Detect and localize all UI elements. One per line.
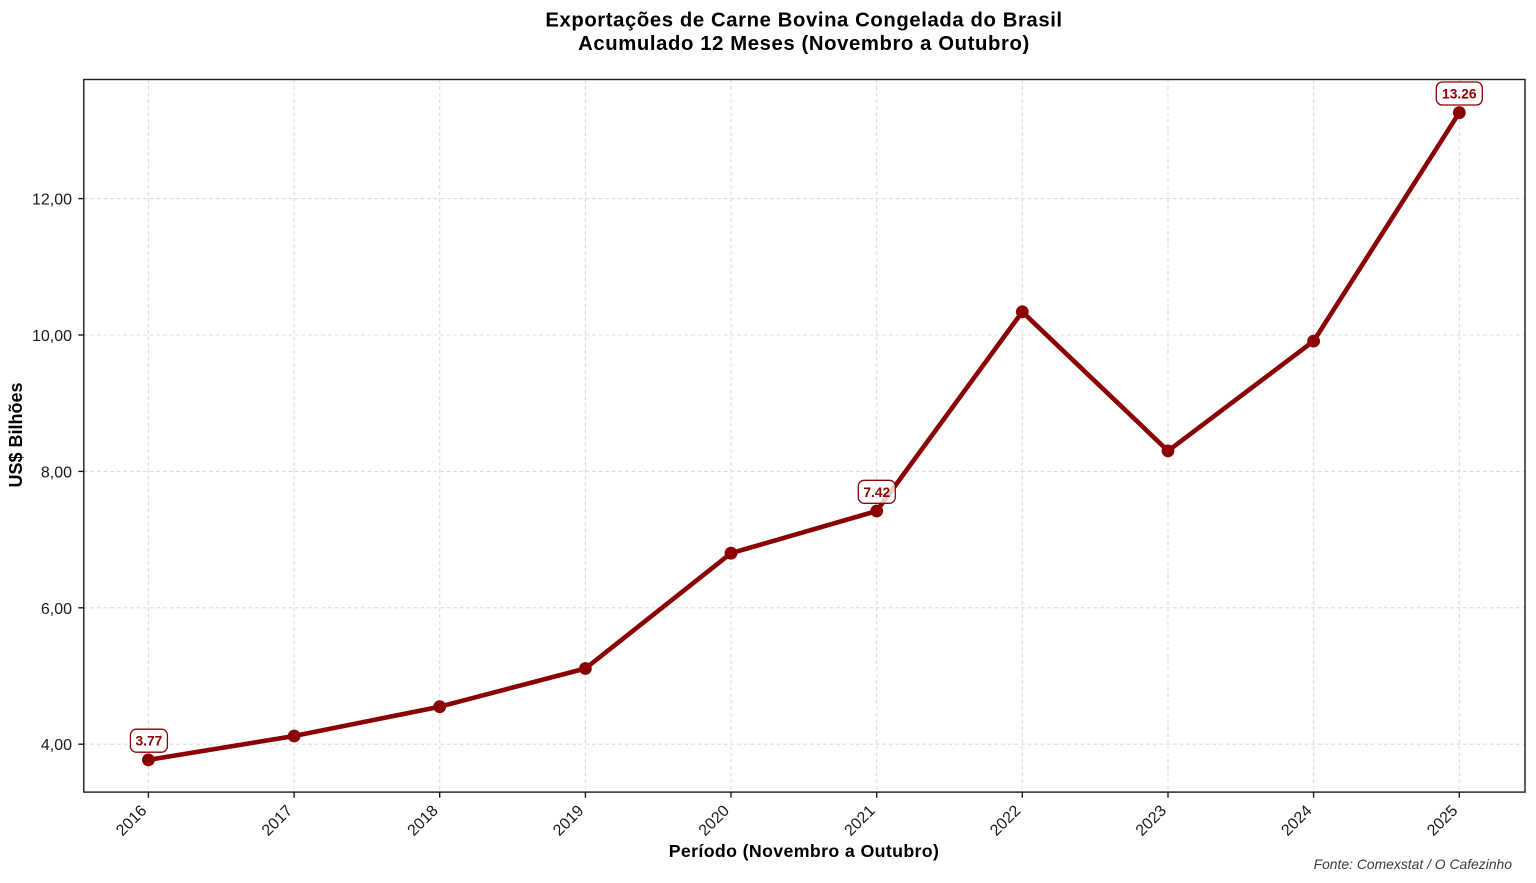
svg-text:Exportações de Carne Bovina Co: Exportações de Carne Bovina Congelada do… [545,10,1062,32]
svg-text:3.77: 3.77 [135,734,162,749]
svg-text:Período (Novembro a Outubro): Período (Novembro a Outubro) [669,841,940,861]
svg-text:Fonte: Comexstat / O Cafezinho: Fonte: Comexstat / O Cafezinho [1314,856,1513,872]
svg-text:8,00: 8,00 [41,464,72,481]
svg-text:6,00: 6,00 [41,601,72,618]
svg-text:13.26: 13.26 [1442,87,1477,102]
svg-text:4,00: 4,00 [41,737,72,754]
svg-text:7.42: 7.42 [863,485,890,500]
svg-text:Acumulado 12 Meses (Novembro a: Acumulado 12 Meses (Novembro a Outubro) [578,33,1030,55]
svg-text:12,00: 12,00 [32,192,72,209]
svg-text:US$ Bilhões: US$ Bilhões [6,382,26,487]
svg-text:10,00: 10,00 [32,328,72,345]
